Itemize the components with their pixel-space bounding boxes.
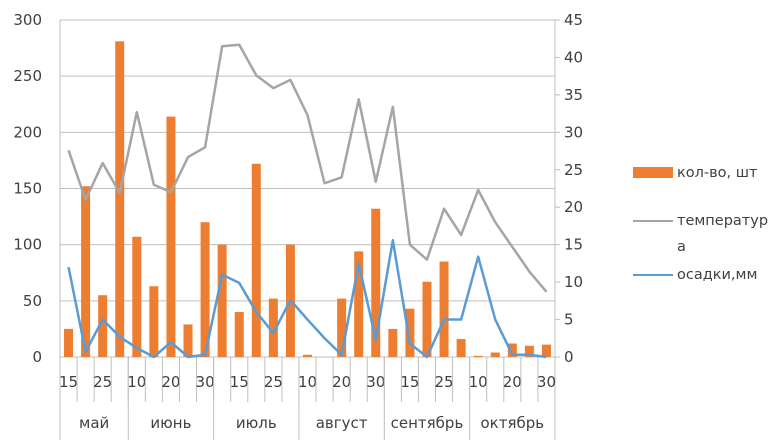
bar <box>405 308 415 357</box>
y-right-tick-label: 10 <box>564 273 583 291</box>
bar <box>98 295 108 357</box>
x-tick-label: 10 <box>298 373 317 391</box>
bar <box>541 344 551 357</box>
bar <box>200 222 210 357</box>
x-tick-label: 10 <box>469 373 488 391</box>
bar <box>524 345 534 357</box>
x-tick-label: 25 <box>264 373 283 391</box>
y-right-tick-label: 40 <box>564 48 583 66</box>
x-tick-label: 20 <box>332 373 351 391</box>
bar <box>388 328 398 357</box>
x-tick-label: 15 <box>59 373 78 391</box>
bar <box>234 312 244 357</box>
y-right-tick-label: 0 <box>564 348 574 366</box>
y-right-tick-label: 30 <box>564 123 583 141</box>
legend-swatch-line <box>633 220 673 222</box>
bar <box>473 355 483 357</box>
y-right-tick-label: 45 <box>564 11 583 29</box>
y-left-tick-label: 250 <box>13 67 42 85</box>
y-left-tick-label: 150 <box>13 180 42 198</box>
month-label: октябрь <box>481 414 545 432</box>
bar <box>251 163 261 357</box>
y-right-tick-label: 35 <box>564 86 583 104</box>
x-tick-label: 15 <box>400 373 419 391</box>
bar <box>166 116 176 358</box>
series-line <box>67 43 548 293</box>
bar <box>439 261 449 357</box>
legend-label: осадки,мм <box>677 267 758 283</box>
bar <box>132 236 142 357</box>
y-right-tick-label: 15 <box>564 236 583 254</box>
bar <box>115 41 125 358</box>
legend-swatch-line <box>633 274 673 276</box>
bar <box>371 208 381 357</box>
bar <box>149 286 159 357</box>
legend-label: температура <box>677 213 769 255</box>
x-tick-label: 25 <box>435 373 454 391</box>
bar <box>268 298 278 357</box>
x-tick-label: 30 <box>537 373 556 391</box>
bar <box>217 244 227 357</box>
bar <box>490 352 500 357</box>
y-left-tick-label: 50 <box>23 292 42 310</box>
month-label: август <box>316 414 368 432</box>
legend-item-count: кол-во, шт <box>633 160 777 186</box>
bar <box>64 328 74 357</box>
y-right-tick-label: 25 <box>564 161 583 179</box>
month-label: июнь <box>150 414 191 432</box>
bar <box>456 339 466 357</box>
x-tick-label: 20 <box>503 373 522 391</box>
y-right-tick-label: 20 <box>564 198 583 216</box>
bar <box>337 298 347 357</box>
y-left-tick-label: 0 <box>32 348 42 366</box>
month-label: июль <box>236 414 277 432</box>
legend-item-temperature: температура <box>633 208 769 260</box>
y-left-tick-label: 300 <box>13 11 42 29</box>
series-line <box>67 238 547 359</box>
legend-swatch-bar <box>633 167 673 178</box>
bar <box>422 281 432 357</box>
x-tick-label: 30 <box>366 373 385 391</box>
y-left-tick-label: 100 <box>13 236 42 254</box>
y-right-tick-label: 5 <box>564 311 574 329</box>
legend-label: кол-во, шт <box>677 165 758 181</box>
legend-item-precipitation: осадки,мм <box>633 262 777 288</box>
bar <box>354 251 364 357</box>
x-tick-label: 15 <box>230 373 249 391</box>
x-tick-label: 20 <box>161 373 180 391</box>
month-label: сентябрь <box>391 414 464 432</box>
x-tick-label: 25 <box>93 373 112 391</box>
bar <box>507 343 517 357</box>
x-tick-label: 30 <box>196 373 215 391</box>
x-tick-label: 10 <box>127 373 146 391</box>
y-left-tick-label: 200 <box>13 123 42 141</box>
bar <box>81 186 91 357</box>
month-label: май <box>79 414 109 432</box>
bar <box>183 324 193 357</box>
bar <box>303 354 312 357</box>
